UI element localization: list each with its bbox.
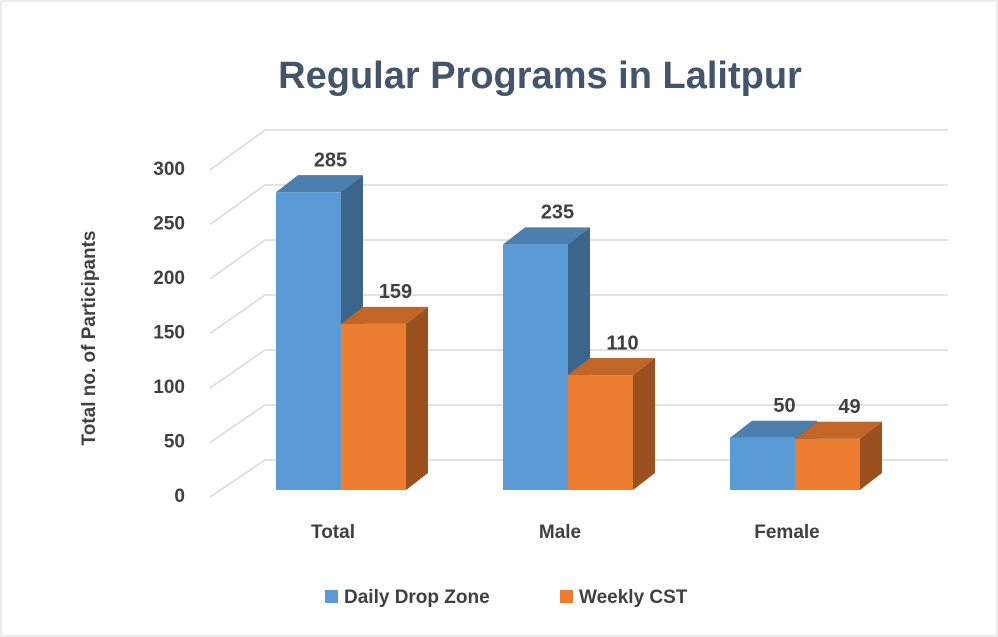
bar: [503, 244, 568, 490]
bar: [730, 437, 795, 490]
y-tick-label: 200: [153, 268, 185, 289]
y-tick-label: 300: [153, 159, 185, 180]
y-tick-label: 0: [174, 486, 185, 507]
grid-line: [209, 294, 948, 335]
bar: [795, 438, 860, 490]
bar-shade: [730, 420, 817, 438]
bar-shade: [406, 306, 428, 490]
y-tick-label: 250: [153, 214, 185, 235]
legend-label: Weekly CST: [579, 587, 688, 608]
data-label: 235: [541, 202, 574, 224]
bar: [568, 375, 633, 490]
bar-top: [503, 227, 590, 245]
bar-shade: [568, 358, 655, 376]
grid-line: [209, 349, 948, 389]
data-label: 110: [606, 332, 638, 354]
bar: [276, 192, 341, 491]
y-tick-label: 150: [153, 323, 185, 344]
bar-top: [341, 306, 428, 324]
bar-side: [406, 306, 428, 490]
chart-title: Regular Programs in Lalitpur: [278, 55, 802, 97]
grid-line: [209, 404, 948, 444]
bar-shade: [860, 421, 882, 490]
bar: [341, 323, 406, 490]
y-tick-label: 100: [153, 377, 185, 398]
bar-shade: [341, 306, 428, 324]
bar-side: [860, 421, 882, 490]
data-label: 159: [379, 281, 412, 303]
legend-swatch: [325, 590, 338, 603]
legend-swatch: [560, 590, 573, 603]
bar-shade: [633, 358, 655, 490]
y-tick-label: 50: [164, 432, 185, 453]
bar-top: [276, 175, 363, 193]
bar-top: [730, 420, 817, 438]
x-tick-label: Male: [539, 522, 581, 543]
bar-shade: [276, 175, 363, 193]
x-tick-label: Total: [311, 522, 355, 543]
bar-side: [633, 358, 655, 490]
grid-line: [209, 239, 948, 280]
bar-shade: [795, 421, 882, 439]
bar-top: [795, 421, 882, 439]
grid-line: [209, 129, 948, 171]
legend-label: Daily Drop Zone: [344, 587, 490, 608]
bar-shade: [503, 227, 590, 245]
bar-top: [568, 358, 655, 376]
data-label: 285: [314, 149, 347, 171]
y-axis-label: Total no. of Participants: [79, 231, 100, 446]
data-label: 50: [773, 395, 795, 417]
grid-line: [209, 184, 948, 226]
data-label: 49: [838, 396, 860, 418]
grid-line: [209, 459, 948, 498]
x-tick-label: Female: [754, 522, 819, 543]
